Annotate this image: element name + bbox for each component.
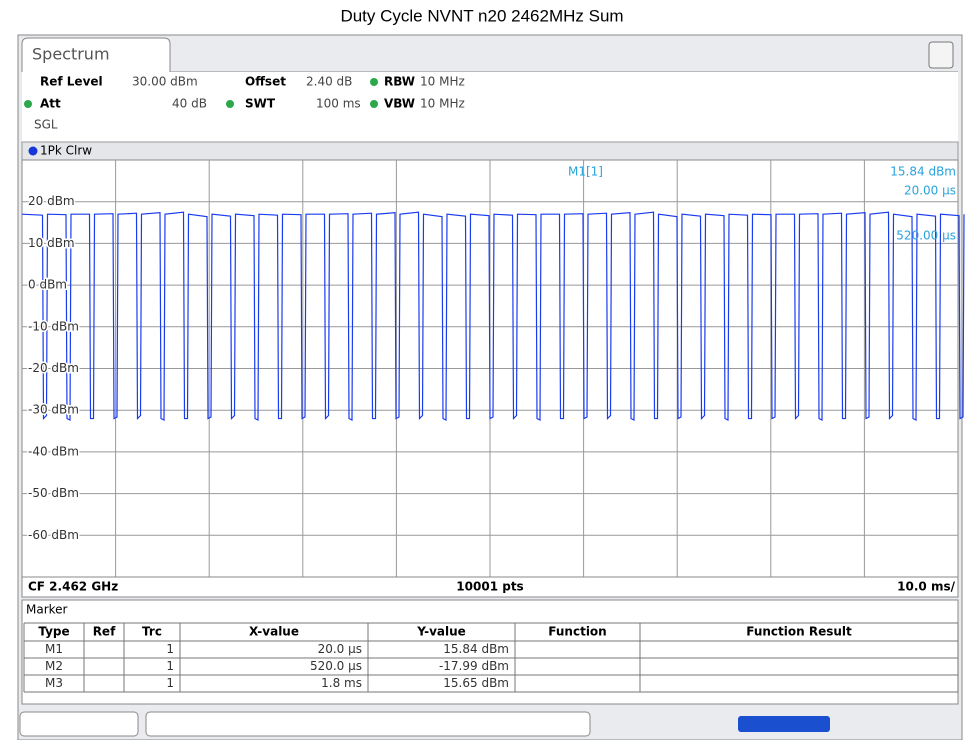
y-label: -10 dBm [28, 319, 79, 333]
y-label: -20 dBm [28, 361, 79, 375]
table-header: Type [38, 625, 69, 639]
y-label: 10 dBm [28, 236, 75, 250]
table-cell: M3 [45, 676, 63, 690]
table-cell: 1 [166, 659, 174, 673]
setting: SGL [34, 118, 58, 132]
table-cell: 15.65 dBm [443, 676, 509, 690]
marker-name: M1[1] [568, 165, 603, 179]
tab-label[interactable]: Spectrum [32, 45, 110, 64]
marker-time: 20.00 µs [904, 184, 956, 198]
table-header: Ref [93, 625, 116, 639]
table-header: X-value [249, 625, 299, 639]
progress [738, 716, 830, 732]
table-header: Function [548, 625, 606, 639]
setting: 10 MHz [420, 75, 465, 89]
y-label: -30 dBm [28, 403, 79, 417]
setting: 100 ms [316, 97, 361, 111]
table-cell: -17.99 dBm [439, 659, 509, 673]
setting: VBW [384, 97, 415, 111]
table-header: Y-value [416, 625, 466, 639]
table-header: Trc [142, 625, 162, 639]
y-label: 0 dBm [28, 278, 67, 292]
tab[interactable] [21, 37, 958, 73]
indicator [370, 78, 378, 86]
marker-title: Marker [26, 603, 68, 617]
table-cell: M2 [45, 659, 63, 673]
indicator [226, 100, 234, 108]
setting: 30.00 dBm [132, 75, 198, 89]
setting: SWT [245, 97, 276, 111]
setting: Ref Level [40, 75, 103, 89]
trace-dot [28, 146, 38, 156]
y-label: -50 dBm [28, 486, 79, 500]
indicator [370, 100, 378, 108]
menu-button[interactable] [928, 41, 954, 69]
status-field[interactable] [145, 711, 591, 737]
y-label: -40 dBm [28, 444, 79, 458]
marker-level: 15.84 dBm [890, 165, 956, 179]
setting: Offset [245, 75, 286, 89]
table-cell: 1 [166, 642, 174, 656]
table-cell: 520.0 µs [310, 659, 362, 673]
footer-span: 10.0 ms/ [897, 580, 955, 594]
footer [21, 576, 959, 598]
trace [21, 211, 965, 422]
y-label: 20 dBm [28, 194, 75, 208]
setting: 10 MHz [420, 97, 465, 111]
table-cell: 1.8 ms [321, 676, 362, 690]
status-field[interactable] [19, 711, 139, 737]
table-cell: 15.84 dBm [443, 642, 509, 656]
footer-points: 10001 pts [456, 580, 523, 594]
setting: RBW [384, 75, 415, 89]
table-cell: M1 [45, 642, 63, 656]
title: Duty Cycle NVNT n20 2462MHz Sum [340, 6, 623, 25]
y-label: -60 dBm [28, 528, 79, 542]
setting: Att [40, 97, 61, 111]
marker-time: 520.00 µs [896, 229, 956, 243]
table-cell: 20.0 µs [318, 642, 362, 656]
trace-bar [21, 141, 959, 161]
setting: 2.40 dB [306, 75, 352, 89]
table-cell: 1 [166, 676, 174, 690]
indicator [24, 100, 32, 108]
table-header: Function Result [746, 625, 852, 639]
footer-center: CF 2.462 GHz [28, 580, 118, 594]
settings-panel [22, 72, 958, 142]
setting: 40 dB [172, 97, 207, 111]
trace-label: 1Pk Clrw [40, 144, 92, 158]
